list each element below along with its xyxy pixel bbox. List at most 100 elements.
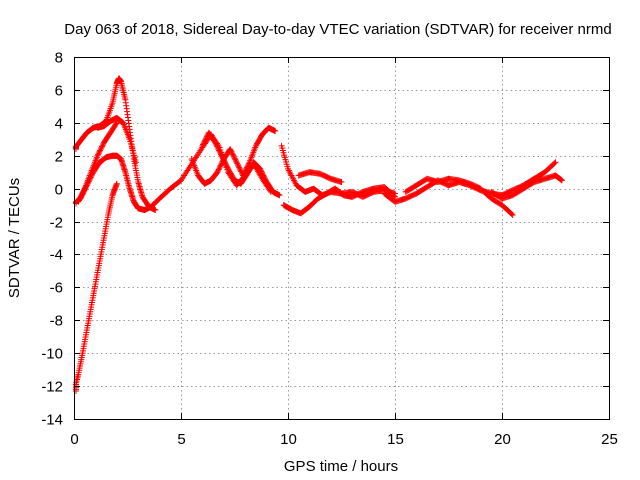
x-tick-label: 0 xyxy=(70,431,78,448)
gridlines xyxy=(74,57,609,419)
data-point xyxy=(199,142,206,149)
y-tick-label: 2 xyxy=(55,149,63,166)
series-satellite-track-3 xyxy=(73,180,120,395)
data-point xyxy=(77,193,84,200)
data-point xyxy=(229,150,236,157)
data-point xyxy=(96,148,103,155)
data-point xyxy=(75,197,82,204)
data-point xyxy=(202,136,209,143)
plot-frame xyxy=(74,57,610,420)
data-point xyxy=(215,166,222,173)
data-point xyxy=(79,190,86,197)
data-point xyxy=(219,155,226,162)
data-point xyxy=(261,175,268,182)
data-point xyxy=(262,176,269,183)
data-point xyxy=(231,155,238,162)
y-tick-label: -10 xyxy=(41,346,63,363)
y-tick-label: 0 xyxy=(55,182,63,199)
series-satellite-track-10 xyxy=(295,169,345,186)
data-point xyxy=(78,192,85,199)
data-point xyxy=(215,167,222,174)
data-point xyxy=(80,188,87,195)
series-satellite-track-5 xyxy=(94,114,140,166)
y-tick-label: -12 xyxy=(41,379,63,396)
data-point xyxy=(200,141,207,148)
data-point xyxy=(133,159,140,166)
data-point xyxy=(338,179,345,186)
data-point xyxy=(218,152,225,159)
data-point xyxy=(221,159,228,166)
data-point xyxy=(229,151,236,158)
series-satellite-track-13 xyxy=(488,172,565,202)
x-tick-label: 20 xyxy=(494,431,511,448)
series-satellite-track-2 xyxy=(73,75,159,214)
data-point xyxy=(258,168,265,175)
x-axis-label: GPS time / hours xyxy=(284,458,398,475)
data-point xyxy=(257,167,264,174)
data-point xyxy=(214,144,221,151)
data-point xyxy=(99,142,106,149)
data-point xyxy=(75,198,82,205)
data-point xyxy=(276,192,283,199)
data-point xyxy=(94,152,101,159)
data-point xyxy=(272,128,279,135)
data-point xyxy=(77,194,84,201)
data-point xyxy=(98,144,105,151)
data-point xyxy=(212,140,219,147)
data-point xyxy=(217,162,224,169)
data-point xyxy=(113,180,120,187)
data-point xyxy=(99,143,106,150)
x-tick-label: 25 xyxy=(601,431,618,448)
data-point xyxy=(259,169,266,176)
data-point xyxy=(223,161,230,168)
data-point xyxy=(213,142,220,149)
data-point xyxy=(221,157,228,164)
data-point xyxy=(216,163,223,170)
data-point xyxy=(230,152,237,159)
data-point xyxy=(227,146,234,153)
y-tick-label: -8 xyxy=(50,313,63,330)
series-satellite-track-6 xyxy=(188,124,279,187)
data-point xyxy=(95,151,102,158)
y-tick-label: -4 xyxy=(50,247,63,264)
data-point xyxy=(216,148,223,155)
data-point xyxy=(257,165,264,172)
series-satellite-track-7 xyxy=(199,129,283,199)
data-point xyxy=(232,157,239,164)
data-point xyxy=(215,146,222,153)
data-point xyxy=(236,165,243,172)
data-point xyxy=(222,160,229,167)
data-point xyxy=(201,137,208,144)
data-point xyxy=(97,147,104,154)
y-axis-label: SDTVAR / TECUs xyxy=(6,178,23,298)
data-point xyxy=(231,154,238,161)
data-point xyxy=(259,171,266,178)
y-tick-label: -6 xyxy=(50,280,63,297)
data-point xyxy=(234,160,241,167)
data-point xyxy=(227,147,234,154)
y-tick-label: 4 xyxy=(55,116,63,133)
data-point xyxy=(237,167,244,174)
data-point xyxy=(217,150,224,157)
data-point xyxy=(201,138,208,145)
series-satellite-track-4 xyxy=(75,119,120,205)
data-point xyxy=(81,186,88,193)
data-point xyxy=(214,143,221,150)
x-tick-labels: 0 5 10 15 20 25 xyxy=(70,431,618,448)
data-point xyxy=(216,165,223,172)
data-point xyxy=(76,196,83,203)
x-tick-label: 10 xyxy=(280,431,297,448)
y-tick-label: -14 xyxy=(41,412,63,429)
y-tick-labels: -14 -12 -10 -8 -6 -4 -2 0 2 4 6 8 xyxy=(41,50,63,429)
data-point xyxy=(551,160,558,167)
data-point xyxy=(558,177,565,184)
data-point xyxy=(200,140,207,147)
y-tick-label: 8 xyxy=(55,50,63,67)
x-tick-label: 15 xyxy=(387,431,404,448)
data-point xyxy=(552,159,559,166)
data-point xyxy=(509,211,516,218)
data-point xyxy=(152,207,159,214)
y-tick-label: -2 xyxy=(50,215,63,232)
data-point xyxy=(232,156,239,163)
